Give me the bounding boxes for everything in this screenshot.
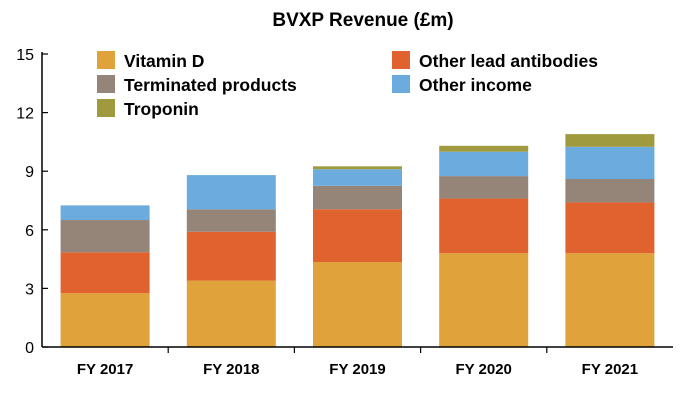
bar-segment: [565, 253, 655, 347]
y-tick-label: 6: [25, 223, 34, 240]
legend-label: Terminated products: [124, 75, 297, 95]
bar-segment: [186, 280, 276, 347]
bar-segment: [313, 166, 402, 170]
bar-segment: [60, 293, 150, 347]
bar-segment: [565, 146, 655, 180]
bar-segment: [439, 151, 529, 177]
legend-label: Other income: [419, 75, 532, 95]
y-tick-label: 3: [25, 281, 34, 298]
bars-layer: [60, 134, 655, 347]
bar-segment: [313, 185, 402, 210]
bar-segment: [439, 145, 529, 152]
bar-segment: [60, 205, 150, 221]
legend-label: Vitamin D: [124, 51, 204, 71]
x-tick-label: FY 2021: [582, 361, 638, 378]
legend: Vitamin D Other lead antibodies Terminated…: [97, 51, 598, 119]
bar-segment: [313, 209, 402, 263]
bar-segment: [186, 175, 276, 210]
bar-segment: [313, 262, 402, 347]
x-tick-label: FY 2017: [77, 361, 133, 378]
chart-title: BVXP Revenue (£m): [272, 10, 453, 31]
legend-swatch: [97, 51, 115, 69]
y-tick-label: 9: [25, 164, 34, 181]
legend-swatch: [97, 99, 115, 117]
bar-segment: [186, 231, 276, 281]
axes-layer: 0 3 6 9 12 15 FY 2017 FY 2018 FY 2019 FY 2020 FY 2…: [16, 47, 673, 378]
bar-segment: [60, 252, 150, 294]
legend-swatch: [97, 75, 115, 93]
bar-segment: [439, 198, 529, 254]
x-tick-label: FY 2019: [329, 361, 385, 378]
legend-swatch: [392, 51, 410, 69]
y-tick-label: 15: [16, 47, 34, 64]
bar-segment: [313, 169, 402, 186]
y-tick-label: 12: [16, 106, 34, 123]
x-tick-label: FY 2020: [455, 361, 511, 378]
bar-segment: [565, 202, 655, 254]
bar-segment: [186, 209, 276, 232]
bar-segment: [565, 134, 655, 147]
legend-label: Other lead antibodies: [419, 51, 598, 71]
y-tick-label: 0: [25, 340, 34, 357]
legend-swatch: [392, 75, 410, 93]
x-tick-label: FY 2018: [203, 361, 259, 378]
bar-segment: [439, 176, 529, 199]
bar-segment: [439, 253, 529, 347]
legend-label: Troponin: [124, 99, 199, 119]
bar-segment: [565, 179, 655, 203]
bar-segment: [60, 220, 150, 253]
